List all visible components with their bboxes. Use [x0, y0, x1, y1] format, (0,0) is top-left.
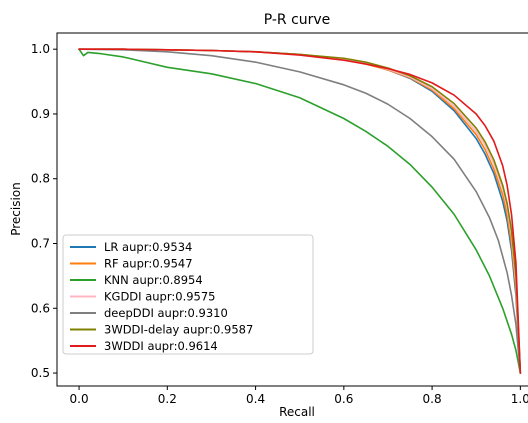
chart-title: P-R curve	[264, 12, 331, 28]
y-tick-label: 0.6	[31, 301, 50, 315]
y-tick-label: 0.9	[31, 107, 50, 121]
y-tick-label: 0.8	[31, 172, 50, 186]
x-tick-label: 0.2	[158, 392, 177, 406]
legend-label: RF aupr:0.9547	[104, 257, 193, 271]
legend-label: 3WDDI-delay aupr:0.9587	[104, 323, 253, 337]
series-layer	[78, 48, 522, 374]
legend-label: KGDDI aupr:0.9575	[104, 290, 216, 304]
y-axis: 0.5 0.6 0.7 0.8 0.9 1.0	[31, 42, 57, 380]
y-tick-label: 0.7	[31, 237, 50, 251]
series-line-4	[78, 48, 522, 374]
legend-label: 3WDDI aupr:0.9614	[104, 339, 218, 353]
x-tick-label: 0.0	[70, 392, 89, 406]
plot-frame	[56, 32, 528, 387]
series-line-2	[78, 48, 522, 374]
legend: LR aupr:0.9534 RF aupr:0.9547 KNN aupr:0.8…	[62, 234, 314, 355]
series-line-6	[78, 48, 522, 374]
legend-box	[62, 234, 314, 355]
y-tick-label: 1.0	[31, 42, 50, 56]
x-axis: 0.0 0.2 0.4 0.6 0.8 1.0	[70, 386, 528, 406]
y-tick-label: 0.5	[31, 366, 50, 380]
x-axis-title: Recall	[279, 405, 315, 419]
legend-label: LR aupr:0.9534	[104, 240, 192, 254]
legend-items: LR aupr:0.9534 RF aupr:0.9547 KNN aupr:0.8…	[70, 240, 253, 353]
y-axis-title: Precision	[9, 182, 23, 236]
x-tick-label: 1.0	[511, 392, 528, 406]
x-tick-label: 0.4	[246, 392, 265, 406]
x-tick-label: 0.8	[423, 392, 442, 406]
legend-label: KNN aupr:0.8954	[104, 273, 203, 287]
x-tick-label: 0.6	[334, 392, 353, 406]
legend-label: deepDDI aupr:0.9310	[104, 306, 228, 320]
